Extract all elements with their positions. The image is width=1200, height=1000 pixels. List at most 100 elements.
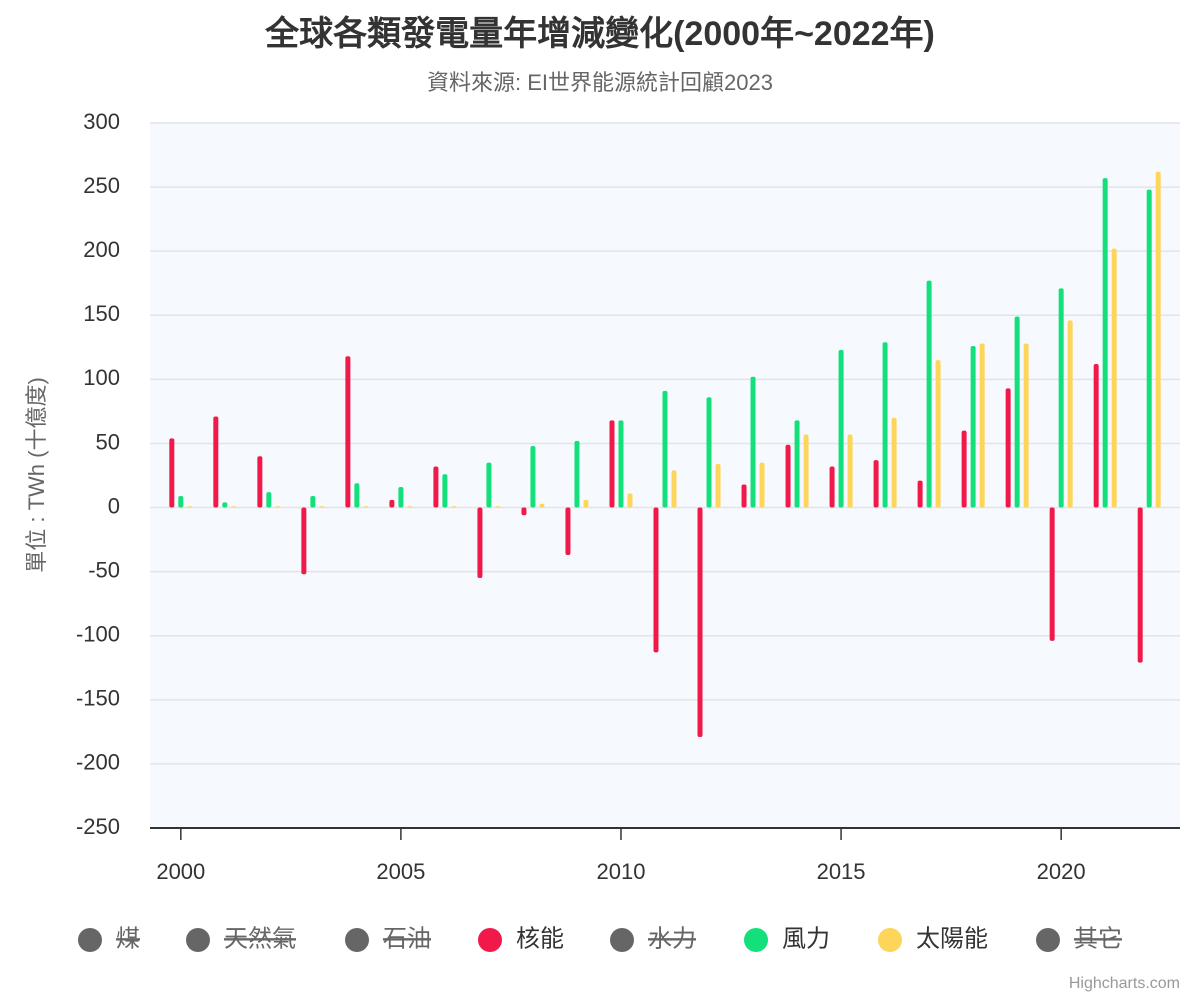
bar [759, 462, 765, 508]
bar [187, 506, 193, 508]
bar [222, 502, 228, 508]
bar [389, 499, 395, 508]
bar [301, 507, 307, 575]
bar [794, 420, 800, 508]
x-tick-label: 2010 [597, 859, 646, 884]
bar [1102, 178, 1108, 508]
bar [609, 420, 615, 508]
bar [1005, 388, 1011, 508]
bar [803, 434, 809, 508]
bar [169, 438, 175, 508]
bar [319, 506, 325, 508]
bar [618, 420, 624, 508]
legend-label[interactable]: 太陽能 [916, 925, 988, 952]
bar [706, 397, 712, 508]
bar [891, 417, 897, 508]
bar [521, 507, 527, 516]
bar [1023, 343, 1029, 508]
legend-marker [478, 928, 502, 952]
bar [354, 483, 360, 508]
bar [477, 507, 483, 579]
bar [829, 466, 835, 508]
x-tick-label: 2000 [156, 859, 205, 884]
bar [1058, 288, 1064, 508]
bar [257, 456, 263, 508]
legend-marker [610, 928, 634, 952]
y-tick-label: -250 [76, 814, 120, 839]
chart-title: 全球各類發電量年增減變化(2000年~2022年) [264, 14, 935, 53]
bar [1067, 320, 1073, 508]
bar [398, 487, 404, 508]
bar [451, 506, 457, 508]
legend-marker [78, 928, 102, 952]
bar [715, 463, 721, 508]
bar [433, 466, 439, 508]
y-tick-label: -150 [76, 686, 120, 711]
legend-marker [744, 928, 768, 952]
bar [750, 376, 756, 508]
bar [1111, 248, 1117, 508]
bar [1155, 171, 1161, 508]
bar [574, 440, 580, 508]
bar [873, 460, 879, 508]
legend-label[interactable]: 其它 [1074, 925, 1122, 952]
bar [627, 493, 633, 508]
bar [785, 444, 791, 508]
bar [1146, 189, 1152, 508]
credits: Highcharts.com [1069, 975, 1180, 992]
bar [178, 496, 184, 508]
bar [486, 462, 492, 508]
x-tick-label: 2005 [376, 859, 425, 884]
bar [345, 356, 351, 508]
y-tick-label: 300 [83, 109, 120, 134]
bar [530, 446, 536, 508]
bar [838, 349, 844, 508]
bar [662, 390, 668, 508]
bar [926, 280, 932, 508]
legend-marker [186, 928, 210, 952]
bar [407, 506, 413, 508]
bar [917, 480, 923, 508]
legend-marker [878, 928, 902, 952]
y-tick-label: -50 [88, 557, 120, 582]
bar [213, 416, 219, 508]
bar [1137, 507, 1143, 663]
bar [671, 470, 677, 508]
bar [539, 503, 545, 508]
y-tick-label: 0 [108, 493, 120, 518]
bar [961, 430, 967, 508]
chart-subtitle: 資料來源: EI世界能源統計回顧2023 [427, 70, 773, 95]
bar [847, 434, 853, 508]
bar [970, 346, 976, 508]
y-tick-label: -200 [76, 750, 120, 775]
y-tick-label: 250 [83, 173, 120, 198]
bar [1014, 316, 1020, 508]
y-tick-label: 150 [83, 301, 120, 326]
legend-marker [345, 928, 369, 952]
legend-label[interactable]: 水力 [648, 925, 696, 952]
legend-label[interactable]: 核能 [516, 925, 564, 952]
y-tick-label: -100 [76, 622, 120, 647]
legend-label[interactable]: 天然氣 [224, 925, 296, 952]
bar [565, 507, 571, 555]
bar [979, 343, 985, 508]
legend-marker [1036, 928, 1060, 952]
bar [1049, 507, 1055, 641]
bar [310, 496, 316, 508]
legend-label[interactable]: 風力 [782, 925, 830, 952]
bar [266, 492, 272, 508]
bar [231, 506, 237, 508]
y-axis-title: 單位 : TWh (十億度) [24, 377, 49, 573]
x-tick-label: 2020 [1037, 859, 1086, 884]
bar [653, 507, 659, 653]
y-tick-label: 200 [83, 237, 120, 262]
bar [741, 484, 747, 508]
legend-label[interactable]: 煤 [116, 925, 140, 952]
bar [935, 360, 941, 508]
bar [442, 474, 448, 508]
bar [697, 507, 703, 737]
y-tick-label: 100 [83, 365, 120, 390]
bar [275, 506, 281, 508]
legend-label[interactable]: 石油 [383, 925, 431, 952]
